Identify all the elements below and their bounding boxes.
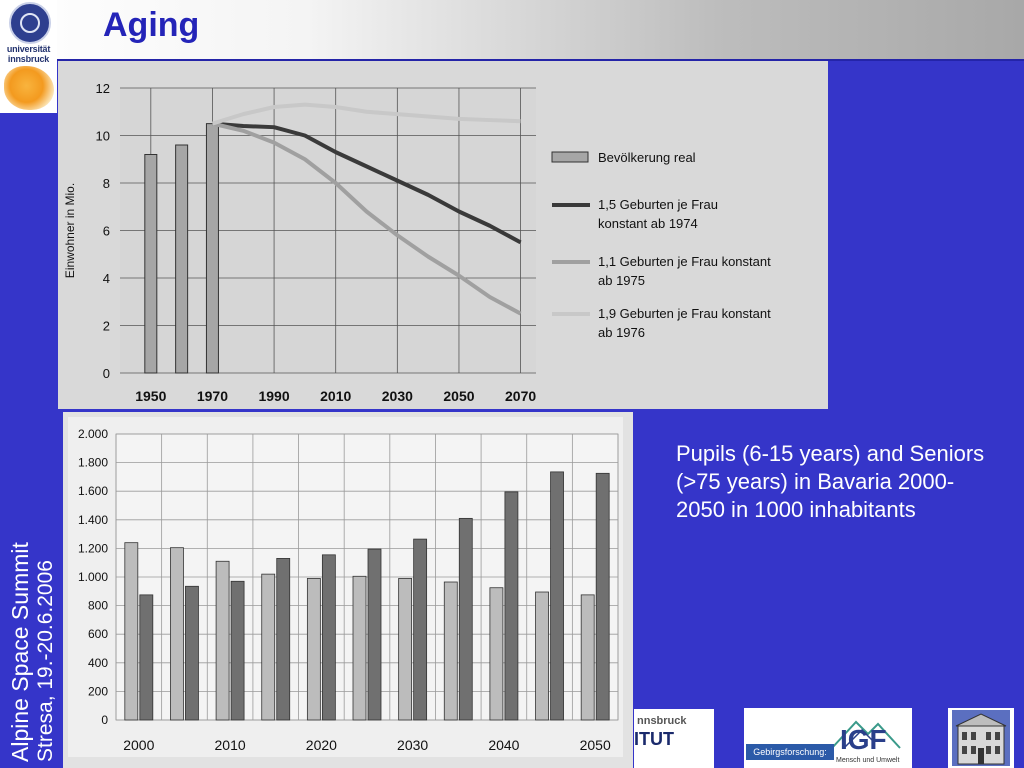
x-tick-label: 2000 <box>123 737 154 753</box>
university-logo-line1: universität <box>6 44 51 54</box>
y-tick-label: 400 <box>88 656 108 670</box>
igf-name: IGF <box>840 724 887 755</box>
side-caption-line2: Stresa, 19.-20.6.2006 <box>34 560 57 762</box>
population-chart: 0 2 4 6 8 10 12 1950 1970 1990 2010 2030 2050 2070 Ein… <box>63 81 771 404</box>
bar-pupils <box>261 573 276 721</box>
university-logo-line2: innsbruck <box>7 54 50 64</box>
bar-seniors <box>595 472 610 721</box>
bar-seniors <box>458 517 473 721</box>
y-tick-label: 1.800 <box>78 456 108 470</box>
bar-seniors <box>230 580 245 721</box>
university-logo: universität innsbruck <box>0 0 57 113</box>
y-tick-label: 1.400 <box>78 513 108 527</box>
institut-logo-top-text: nnsbruck <box>637 715 687 727</box>
bar-pupils <box>170 547 184 721</box>
header-divider <box>57 59 1024 61</box>
bar-seniors <box>504 491 519 721</box>
bar-pupils <box>306 578 321 721</box>
bar-pupils <box>535 591 549 721</box>
x-tick-label: 2050 <box>443 388 474 404</box>
bar-population-real <box>175 144 189 374</box>
bar-pupils <box>352 575 367 721</box>
series-line <box>211 102 521 126</box>
legend-swatch-bars <box>551 151 589 163</box>
x-tick-label: 1950 <box>135 388 166 404</box>
y-tick-label: 1.000 <box>78 570 108 584</box>
population-chart-panel: 0 2 4 6 8 10 12 1950 1970 1990 2010 2030 2050 2070 Ein… <box>58 61 828 409</box>
chart-description: Pupils (6-15 years) and Seniors (>75 yea… <box>676 441 985 522</box>
y-tick-label: 200 <box>88 684 108 698</box>
bar-pupils <box>124 542 139 721</box>
building-icon <box>952 710 1010 766</box>
legend-label: 1,9 Geburten je Frau konstant <box>598 306 771 321</box>
x-tick-label: 2030 <box>397 737 428 753</box>
bar-seniors <box>367 548 382 721</box>
igf-logo: Gebirgsforschung: IGF Mensch und Umwelt <box>744 708 912 768</box>
building-logo <box>948 708 1014 768</box>
y-tick-label: 0 <box>103 366 110 381</box>
slide-title: Aging <box>103 6 200 44</box>
legend-label: 1,5 Geburten je Frau <box>598 197 718 212</box>
igf-caption: Gebirgsforschung: <box>746 744 834 760</box>
side-caption-line1: Alpine Space Summit <box>7 542 33 762</box>
legend-label: ab 1976 <box>598 325 645 340</box>
mountain-icon <box>831 720 901 749</box>
institut-logo-bottom-text: ITUT <box>634 729 674 749</box>
bar-population-real <box>205 123 219 374</box>
bar-seniors <box>185 585 199 721</box>
university-seal-icon <box>9 2 51 44</box>
bar-seniors <box>321 554 336 721</box>
x-tick-label: 2020 <box>306 737 337 753</box>
bar-pupils <box>398 578 413 721</box>
bar-pupils <box>489 587 504 721</box>
y-axis-label: Einwohner in Mio. <box>63 183 77 278</box>
legend-label: ab 1975 <box>598 273 645 288</box>
legend-label: konstant ab 1974 <box>598 216 698 231</box>
series-line <box>211 121 522 316</box>
institut-logo: nnsbruck ITUT <box>634 709 714 768</box>
pupils-seniors-chart-panel: 0 200 400 600 800 1.000 1.200 1.400 1.600 1.800 2.… <box>63 412 633 768</box>
bar-pupils <box>215 560 230 721</box>
y-tick-label: 10 <box>96 129 110 144</box>
x-tick-label: 2050 <box>580 737 611 753</box>
bar-seniors <box>139 594 154 721</box>
bar-pupils <box>580 594 595 721</box>
series-line <box>212 121 522 245</box>
orange-pattern-icon <box>4 66 54 110</box>
igf-subtitle: Mensch und Umwelt <box>836 757 900 764</box>
legend-label: 1,1 Geburten je Frau konstant <box>598 254 771 269</box>
y-tick-label: 8 <box>103 176 110 191</box>
x-tick-label: 2030 <box>382 388 413 404</box>
bar-seniors <box>276 558 291 721</box>
x-tick-label: 1970 <box>197 388 228 404</box>
x-tick-label: 1990 <box>258 388 289 404</box>
bar-pupils <box>443 581 458 721</box>
y-tick-label: 1.200 <box>78 541 108 555</box>
bar-seniors <box>550 471 564 721</box>
y-tick-label: 600 <box>88 627 108 641</box>
x-tick-label: 2070 <box>505 388 536 404</box>
y-tick-label: 4 <box>103 271 110 286</box>
y-tick-label: 1.600 <box>78 484 108 498</box>
y-tick-label: 2.000 <box>78 427 108 441</box>
y-tick-label: 12 <box>96 81 110 96</box>
y-tick-label: 6 <box>103 224 110 239</box>
legend-label: Bevölkerung real <box>598 150 696 165</box>
header-bar <box>0 0 1024 60</box>
bar-population-real <box>144 154 158 374</box>
y-tick-label: 0 <box>101 713 108 727</box>
x-tick-label: 2040 <box>488 737 519 753</box>
side-caption: Alpine Space Summit Stresa, 19.-20.6.200… <box>6 542 58 762</box>
x-tick-label: 2010 <box>320 388 351 404</box>
x-tick-label: 2010 <box>215 737 246 753</box>
bar-seniors <box>413 538 428 721</box>
y-tick-label: 800 <box>88 599 108 613</box>
y-tick-label: 2 <box>103 319 110 334</box>
pupils-seniors-chart: 0 200 400 600 800 1.000 1.200 1.400 1.600 1.800 2.… <box>78 427 619 753</box>
